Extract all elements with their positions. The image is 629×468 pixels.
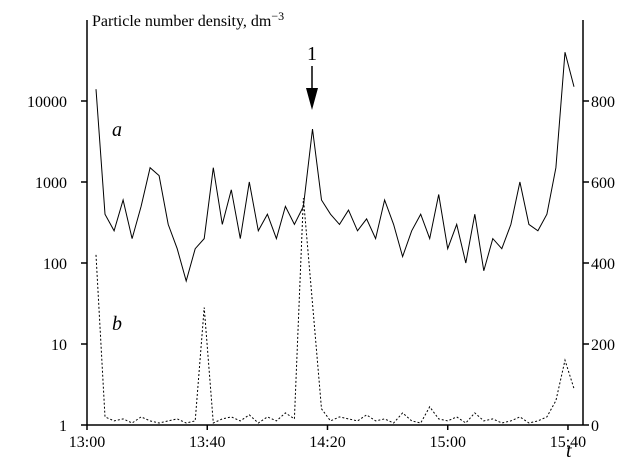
x-tick-label: 15:40 (550, 434, 586, 451)
arrow-head (306, 88, 318, 110)
x-tick-label: 13:00 (69, 434, 105, 451)
x-axis-label: t (566, 440, 572, 462)
y2-tick-label: 200 (591, 337, 615, 354)
y-label-exponent: −3 (271, 9, 284, 23)
x-tick-label: 15:00 (430, 434, 466, 451)
y-axis-label: Particle number density, dm−3 (92, 9, 284, 30)
annotation: 1 (307, 43, 317, 65)
y-tick-label: 10 (51, 337, 67, 354)
y-label-text: Particle number density, dm (92, 13, 272, 30)
y-tick-label: 1 (59, 418, 67, 435)
y2-tick-label: 0 (591, 418, 599, 435)
series-line (95, 52, 575, 283)
y2-tick-label: 400 (591, 256, 615, 273)
series-line (95, 198, 575, 424)
y-tick-label: 1000 (35, 175, 67, 192)
y2-tick-label: 800 (591, 94, 615, 111)
annotation: b (112, 313, 122, 335)
y-tick-label: 10000 (27, 94, 67, 111)
y-tick-label: 100 (43, 256, 67, 273)
x-tick-label: 14:20 (309, 434, 345, 451)
annotation: a (112, 119, 122, 141)
y2-tick-label: 600 (591, 175, 615, 192)
x-tick-label: 13:40 (189, 434, 225, 451)
